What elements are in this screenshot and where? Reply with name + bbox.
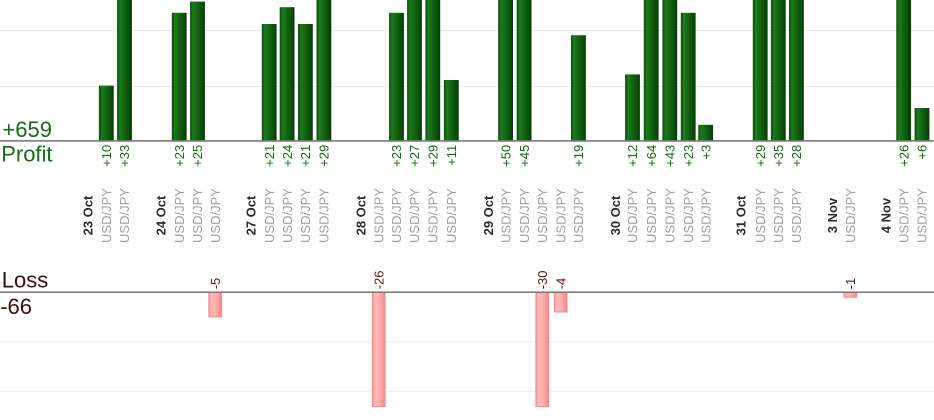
- svg-text:USD/JPY: USD/JPY: [698, 188, 713, 243]
- svg-text:USD/JPY: USD/JPY: [681, 188, 696, 243]
- svg-text:+28: +28: [789, 145, 804, 167]
- svg-text:+23: +23: [389, 145, 404, 167]
- svg-text:23 Oct: 23 Oct: [81, 195, 96, 235]
- svg-text:+24: +24: [280, 145, 295, 167]
- svg-text:+26: +26: [896, 145, 911, 167]
- svg-text:USD/JPY: USD/JPY: [426, 188, 441, 243]
- svg-text:USD/JPY: USD/JPY: [208, 188, 223, 243]
- svg-text:USD/JPY: USD/JPY: [843, 188, 858, 243]
- svg-text:-66: -66: [0, 294, 32, 319]
- svg-text:USD/JPY: USD/JPY: [625, 188, 640, 243]
- svg-text:USD/JPY: USD/JPY: [317, 188, 332, 243]
- svg-text:USD/JPY: USD/JPY: [298, 188, 313, 243]
- svg-text:27 Oct: 27 Oct: [243, 195, 258, 235]
- svg-text:24 Oct: 24 Oct: [154, 195, 169, 235]
- svg-text:USD/JPY: USD/JPY: [262, 188, 277, 243]
- svg-text:+12: +12: [625, 145, 640, 167]
- svg-text:4 Nov: 4 Nov: [879, 197, 894, 233]
- svg-text:USD/JPY: USD/JPY: [407, 188, 422, 243]
- svg-text:+11: +11: [444, 145, 459, 166]
- svg-text:-4: -4: [553, 278, 568, 290]
- svg-text:+6: +6: [915, 145, 930, 160]
- svg-text:USD/JPY: USD/JPY: [753, 188, 768, 243]
- svg-text:+29: +29: [426, 145, 441, 167]
- svg-text:-26: -26: [371, 271, 386, 290]
- svg-text:+19: +19: [571, 145, 586, 167]
- svg-text:USD/JPY: USD/JPY: [280, 188, 295, 243]
- svg-text:-5: -5: [208, 278, 223, 290]
- svg-text:+27: +27: [407, 145, 422, 167]
- svg-text:+50: +50: [498, 145, 513, 167]
- svg-text:USD/JPY: USD/JPY: [117, 188, 132, 243]
- svg-text:USD/JPY: USD/JPY: [571, 188, 586, 243]
- svg-text:+33: +33: [117, 145, 132, 167]
- svg-text:+659: +659: [2, 117, 52, 142]
- svg-text:USD/JPY: USD/JPY: [553, 188, 568, 243]
- svg-text:+10: +10: [99, 145, 114, 167]
- svg-text:+29: +29: [753, 145, 768, 167]
- svg-text:USD/JPY: USD/JPY: [99, 188, 114, 243]
- svg-text:-30: -30: [535, 271, 550, 290]
- svg-text:+35: +35: [771, 145, 786, 167]
- svg-text:USD/JPY: USD/JPY: [389, 188, 404, 243]
- svg-text:USD/JPY: USD/JPY: [535, 188, 550, 243]
- svg-text:USD/JPY: USD/JPY: [771, 188, 786, 243]
- svg-text:+43: +43: [663, 145, 678, 167]
- svg-text:3 Nov: 3 Nov: [825, 197, 840, 233]
- svg-text:USD/JPY: USD/JPY: [444, 188, 459, 243]
- svg-text:Profit: Profit: [1, 142, 52, 167]
- svg-text:30 Oct: 30 Oct: [608, 195, 623, 235]
- svg-text:USD/JPY: USD/JPY: [172, 188, 187, 243]
- svg-text:+23: +23: [172, 145, 187, 167]
- svg-text:+45: +45: [517, 145, 532, 167]
- svg-text:USD/JPY: USD/JPY: [896, 188, 911, 243]
- svg-text:28 Oct: 28 Oct: [354, 195, 369, 235]
- svg-text:USD/JPY: USD/JPY: [371, 188, 386, 243]
- svg-text:-1: -1: [843, 278, 858, 290]
- svg-text:USD/JPY: USD/JPY: [517, 188, 532, 243]
- svg-text:+23: +23: [681, 145, 696, 167]
- svg-text:31 Oct: 31 Oct: [734, 195, 749, 235]
- svg-text:+25: +25: [190, 145, 205, 167]
- svg-text:USD/JPY: USD/JPY: [915, 188, 930, 243]
- svg-text:USD/JPY: USD/JPY: [498, 188, 513, 243]
- svg-text:29 Oct: 29 Oct: [481, 195, 496, 235]
- svg-text:+29: +29: [317, 145, 332, 167]
- svg-text:Loss: Loss: [2, 268, 48, 293]
- svg-text:+64: +64: [644, 145, 659, 167]
- svg-text:USD/JPY: USD/JPY: [663, 188, 678, 243]
- svg-text:USD/JPY: USD/JPY: [789, 188, 804, 243]
- svg-text:+3: +3: [698, 145, 713, 160]
- svg-text:+21: +21: [262, 145, 277, 167]
- svg-text:USD/JPY: USD/JPY: [644, 188, 659, 243]
- svg-text:+21: +21: [298, 145, 313, 167]
- svg-text:USD/JPY: USD/JPY: [190, 188, 205, 243]
